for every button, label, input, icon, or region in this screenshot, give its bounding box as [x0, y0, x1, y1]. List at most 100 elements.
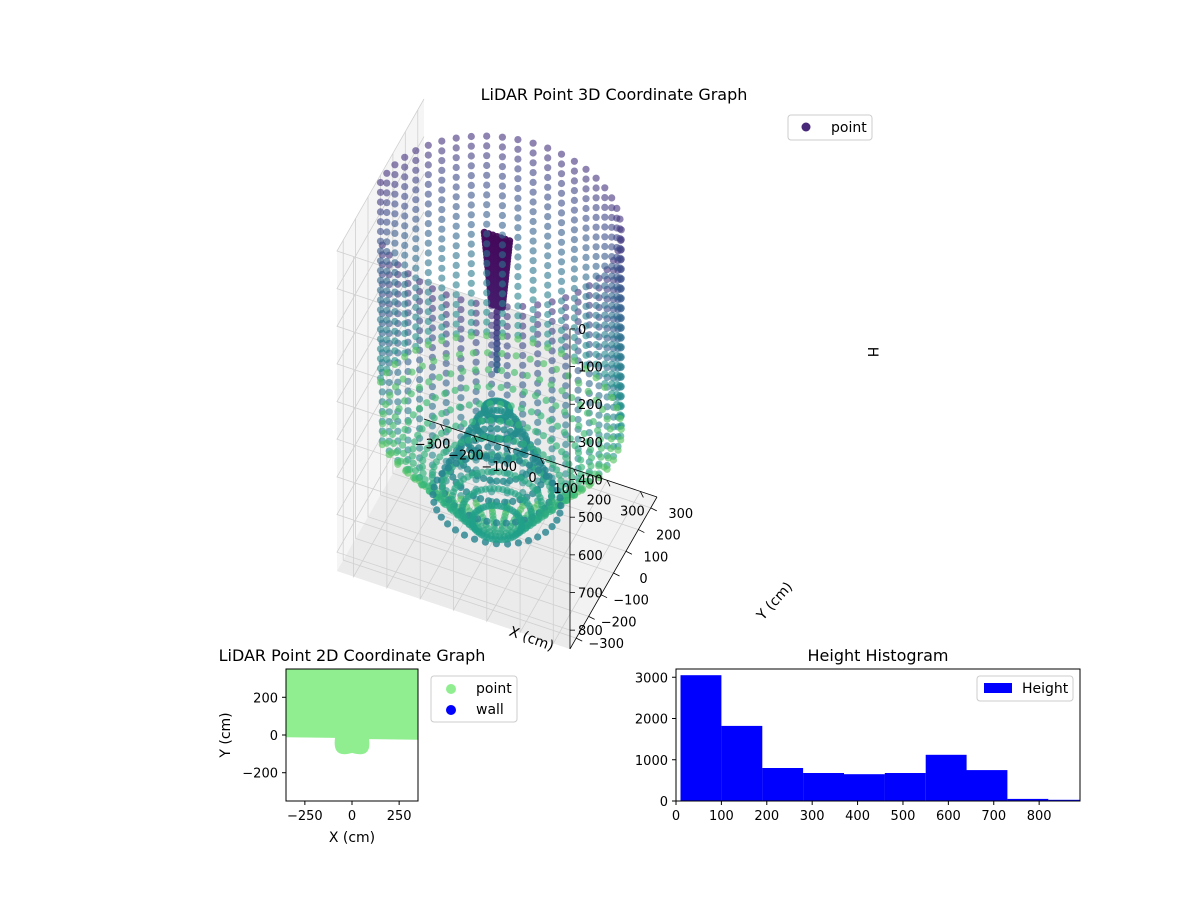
point-3d [508, 507, 517, 515]
point-3d [542, 472, 550, 480]
point-3d [608, 331, 616, 339]
legend-histogram-label: Height [1022, 681, 1069, 697]
point-3d [512, 437, 520, 445]
point-3d [424, 200, 432, 208]
point-3d [519, 381, 527, 389]
point-3d [391, 288, 399, 296]
point-3d [412, 346, 420, 354]
point-3d [467, 318, 475, 326]
point-3d [592, 184, 600, 192]
point-3d [529, 149, 537, 157]
point-3d [608, 393, 616, 402]
point-3d [596, 435, 605, 443]
point-3d [556, 509, 564, 517]
point-3d [574, 367, 582, 375]
point-3d [519, 342, 527, 350]
point-3d [383, 267, 391, 275]
grid-y [342, 240, 577, 639]
point-3d [514, 253, 522, 261]
point-3d [383, 208, 391, 217]
point-3d [557, 336, 566, 344]
point-3d [534, 438, 542, 446]
point-3d [514, 136, 522, 144]
legend-2d-wall-marker [446, 705, 456, 715]
point-3d [428, 363, 436, 371]
point-3d [574, 449, 583, 457]
point-3d [376, 286, 385, 294]
point-3d [498, 350, 506, 358]
point-3d [428, 373, 436, 381]
point-3d [608, 223, 616, 231]
point-3d [529, 139, 537, 147]
point-3d [544, 144, 552, 152]
point-3d [499, 477, 507, 485]
point-3d [376, 247, 385, 255]
point-3d [529, 198, 537, 206]
point-3d [595, 462, 603, 470]
point-3d [608, 243, 616, 251]
point-3d [419, 457, 427, 465]
point-3d [514, 145, 522, 153]
point-3d [570, 294, 579, 302]
x-tick-label-2d: −250 [287, 809, 323, 824]
point-3d [483, 142, 491, 150]
point-3d [451, 386, 459, 394]
point-3d [383, 336, 391, 344]
point-3d [544, 183, 552, 191]
point-3d [416, 356, 424, 364]
point-3d [401, 163, 409, 171]
point-3d [497, 400, 505, 408]
point-3d [582, 312, 590, 320]
point-3d [608, 213, 616, 222]
point-3d [391, 308, 399, 316]
point-3d [544, 154, 552, 162]
point-3d [493, 345, 501, 353]
point-3d [557, 317, 566, 325]
point-3d [376, 316, 385, 324]
point-3d [534, 301, 542, 309]
point-3d [614, 446, 622, 454]
point-3d [592, 292, 600, 300]
point-3d [592, 331, 600, 339]
point-3d [500, 426, 508, 434]
point-3d [512, 430, 521, 438]
point-3d [493, 452, 502, 461]
point-3d [498, 270, 506, 278]
point-3d [446, 406, 454, 414]
point-3d [483, 318, 491, 326]
point-3d [570, 196, 579, 204]
y-tick-label-2d: 200 [253, 691, 278, 706]
point-3d [592, 301, 600, 310]
y-tick-label-3d: −300 [588, 637, 624, 652]
point-3d [407, 390, 415, 398]
point-3d [455, 403, 464, 411]
point-3d [483, 259, 491, 267]
point-3d [483, 279, 491, 287]
point-3d [514, 292, 522, 300]
point-3d [394, 398, 402, 406]
point-3d [457, 306, 465, 314]
point-3d [601, 383, 609, 391]
point-3d [519, 351, 527, 360]
point-3d [424, 278, 432, 286]
point-3d [457, 325, 465, 333]
point-3d [592, 321, 600, 329]
title-histogram: Height Histogram [808, 646, 949, 665]
point-3d [582, 253, 590, 261]
point-3d [401, 173, 409, 181]
point-3d [548, 425, 556, 433]
point-3d [539, 451, 547, 459]
point-3d [594, 426, 602, 434]
point-3d [467, 172, 475, 180]
point-3d [544, 281, 552, 289]
point-3d [376, 345, 385, 353]
point-3d [412, 225, 420, 233]
z-tick-label-3d: 0 [578, 323, 586, 338]
point-3d [388, 430, 397, 438]
point-3d [570, 157, 579, 165]
point-3d [423, 399, 431, 407]
point-3d [544, 222, 552, 230]
point-3d [383, 169, 391, 177]
point-3d [438, 206, 446, 214]
point-3d [529, 217, 537, 226]
